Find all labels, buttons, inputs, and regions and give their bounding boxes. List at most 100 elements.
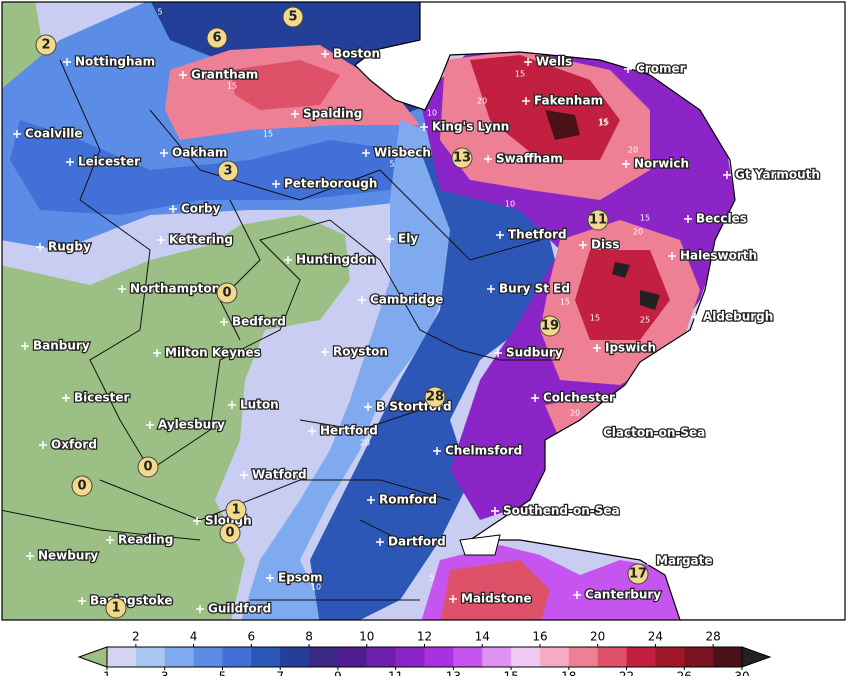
town-marker bbox=[21, 342, 29, 350]
town-marker bbox=[66, 158, 74, 166]
town-marker bbox=[487, 285, 495, 293]
contour-label: 15 bbox=[515, 70, 525, 79]
field-darkred bbox=[545, 110, 580, 140]
observation-value: 0 bbox=[77, 479, 86, 494]
town-marker bbox=[494, 349, 502, 357]
colorbar-label: 8 bbox=[305, 630, 313, 644]
contour-label: 20 bbox=[570, 409, 580, 418]
town-label: Kettering bbox=[169, 233, 233, 247]
contour-label: 15 bbox=[227, 82, 237, 91]
town-label: Ely bbox=[398, 232, 418, 246]
field-green bbox=[2, 215, 350, 620]
observation-value: 28 bbox=[426, 390, 444, 405]
field-red bbox=[230, 60, 340, 110]
town-marker bbox=[723, 171, 731, 179]
map-frame bbox=[1, 1, 846, 621]
contour-label: 15 bbox=[599, 118, 609, 127]
colorbar-label: 13 bbox=[446, 670, 461, 677]
observation-marker bbox=[282, 6, 304, 28]
town-label: Spalding bbox=[303, 107, 362, 121]
colorbar-bin bbox=[453, 647, 483, 667]
town-marker bbox=[169, 205, 177, 213]
field bbox=[2, 2, 845, 620]
colorbar-label: 18 bbox=[561, 670, 576, 677]
town-label: Gt Yarmouth bbox=[735, 168, 820, 182]
colorbar-bin bbox=[280, 647, 310, 667]
colorbar-label: 16 bbox=[532, 630, 547, 644]
contour-label: 15 bbox=[640, 214, 650, 223]
town-marker bbox=[376, 538, 384, 546]
town-marker bbox=[13, 130, 21, 138]
town-label: Canterbury bbox=[585, 588, 661, 602]
town-marker bbox=[491, 507, 499, 515]
town-label: Newbury bbox=[38, 549, 98, 563]
town-label: Peterborough bbox=[284, 177, 377, 191]
town-label: Watford bbox=[252, 468, 307, 482]
colorbar-bin bbox=[511, 647, 541, 667]
observation-marker bbox=[137, 456, 159, 478]
colorbar-label: 5 bbox=[219, 670, 227, 677]
town-label: Boston bbox=[333, 47, 380, 61]
town-label: Aylesbury bbox=[158, 418, 225, 432]
town-label: Guildford bbox=[208, 602, 271, 616]
town-label: Ipswich bbox=[605, 341, 656, 355]
observation-value: 6 bbox=[212, 31, 221, 46]
colorbar-bin bbox=[309, 647, 339, 667]
town-marker bbox=[644, 557, 652, 565]
town-label: Aldeburgh bbox=[703, 310, 773, 324]
observation-value: 0 bbox=[225, 526, 234, 541]
observation-value: 11 bbox=[589, 213, 607, 228]
town-marker bbox=[591, 429, 599, 437]
town-marker bbox=[524, 58, 532, 66]
town-marker bbox=[362, 149, 370, 157]
colorbar-bin bbox=[626, 647, 656, 667]
town-marker bbox=[63, 58, 71, 66]
observation-marker bbox=[219, 522, 241, 544]
town-label: Romford bbox=[379, 493, 437, 507]
town-label: Oakham bbox=[172, 146, 227, 160]
contour-label: 25 bbox=[550, 156, 560, 165]
observation-marker bbox=[627, 563, 649, 585]
town-marker bbox=[62, 394, 70, 402]
field-blue bbox=[241, 120, 470, 620]
town-marker bbox=[321, 50, 329, 58]
colorbar-label: 24 bbox=[648, 630, 663, 644]
field-darkest bbox=[612, 262, 660, 310]
colorbar-label: 15 bbox=[503, 670, 518, 677]
colorbar-label: 6 bbox=[247, 630, 255, 644]
colorbar-label: 30 bbox=[734, 670, 749, 677]
town-label: Maidstone bbox=[461, 592, 532, 606]
town-label: Luton bbox=[240, 398, 279, 412]
town-label: Colchester bbox=[543, 391, 615, 405]
colorbar-bin bbox=[337, 647, 368, 667]
field-red bbox=[575, 250, 670, 340]
colorbar-label: 11 bbox=[388, 670, 403, 677]
sea bbox=[354, 2, 845, 620]
colorbar-label: 4 bbox=[190, 630, 198, 644]
contour-label: 5 bbox=[157, 8, 162, 17]
colorbar-bin bbox=[222, 647, 252, 667]
observation-marker bbox=[105, 597, 127, 619]
town-marker bbox=[367, 496, 375, 504]
contour-label: 25 bbox=[593, 414, 603, 423]
town-label: Beccles bbox=[696, 212, 747, 226]
colorbar-label: 22 bbox=[619, 670, 634, 677]
contour-label: 20 bbox=[633, 228, 643, 237]
town-marker bbox=[358, 296, 366, 304]
field-blue bbox=[10, 120, 400, 215]
town-marker bbox=[220, 318, 228, 326]
town-label: Margate bbox=[656, 554, 713, 568]
observation-value: 5 bbox=[288, 10, 297, 25]
town-label: Coalville bbox=[25, 127, 83, 141]
town-label: Norwich bbox=[634, 157, 689, 171]
contour-label: 20 bbox=[477, 97, 487, 106]
town-label: Wisbech bbox=[374, 146, 431, 160]
contour-label: 15 bbox=[560, 298, 570, 307]
town-marker bbox=[196, 605, 204, 613]
town-label: Huntingdon bbox=[296, 253, 376, 267]
observation-value: 19 bbox=[541, 319, 559, 334]
town-marker bbox=[321, 348, 329, 356]
town-label: Rugby bbox=[48, 240, 91, 254]
